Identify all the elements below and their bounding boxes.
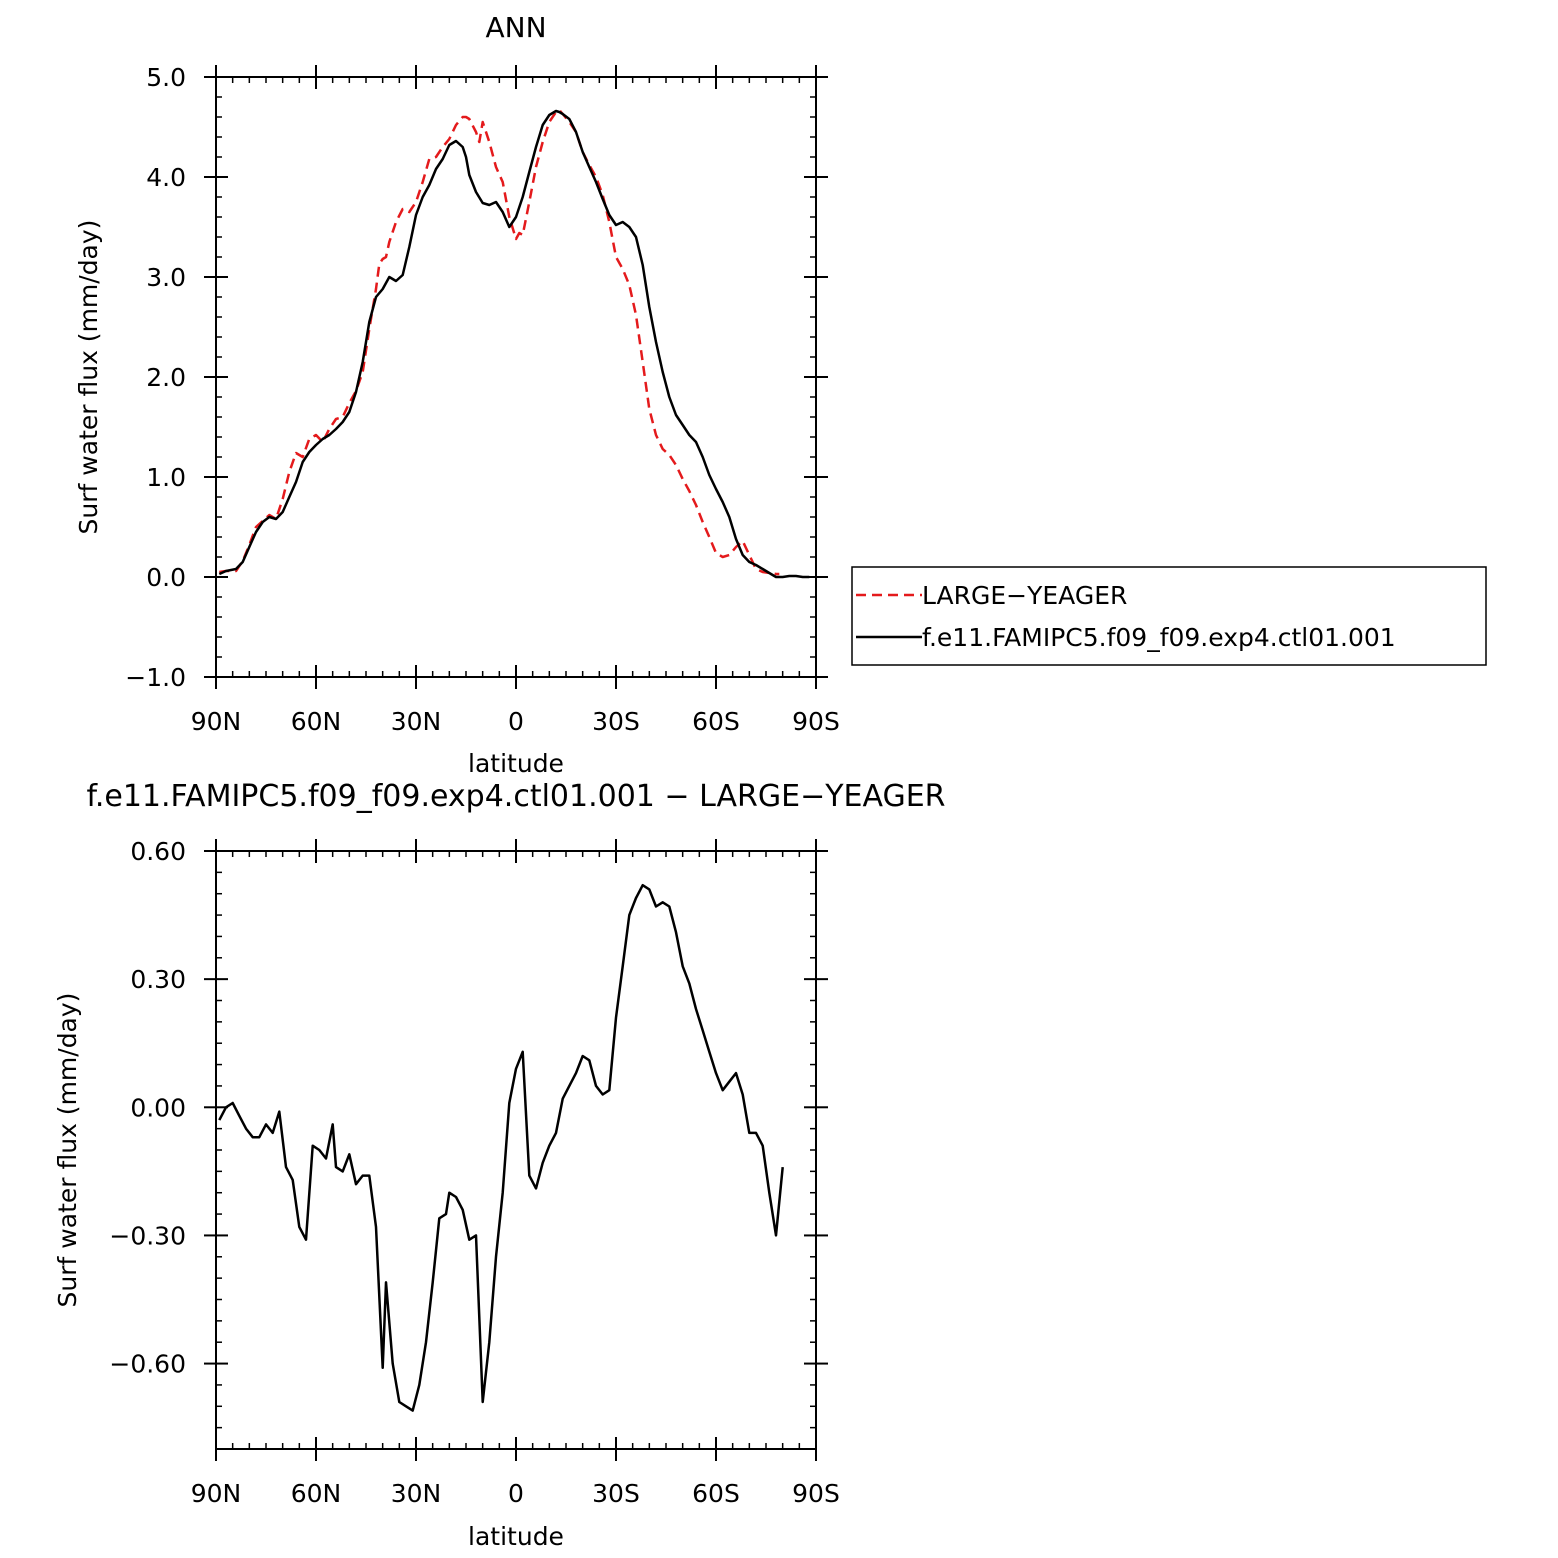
top-series-line-1 [218,109,810,579]
top-series [218,108,810,579]
bottom-ytick-label: −0.60 [109,1350,186,1379]
bottom-ytick-label: 0.30 [130,965,186,994]
legend-label-large-yeager: LARGE−YEAGER [922,581,1127,610]
top-xtick-labels: 90N 60N 30N 0 30S 60S 90S [191,707,840,736]
bottom-xtick-label: 30N [391,1479,442,1508]
bottom-title: f.e11.FAMIPC5.f09_f09.exp4.ctl01.001 − L… [86,779,945,814]
top-ylabel: Surf water flux (mm/day) [74,220,103,535]
top-ytick-labels: 5.0 4.0 3.0 2.0 1.0 0.0 −1.0 [125,63,186,692]
top-xtick-label: 30S [592,707,640,736]
bottom-panel: f.e11.FAMIPC5.f09_f09.exp4.ctl01.001 − L… [53,779,946,1551]
bottom-ytick-label: 0.60 [130,837,186,866]
top-ytick-label: −1.0 [125,663,186,692]
legend-box [851,566,1487,666]
top-xtick-label: 60S [692,707,740,736]
top-ytick-label: 5.0 [146,63,186,92]
top-panel: ANN 5.0 4.0 3.0 2.0 1.0 0.0 −1.0 90N 60N 30N 0 30S… [74,11,840,778]
legend: LARGE−YEAGER f.e11.FAMIPC5.f09_f09.exp4.… [851,566,1487,666]
bottom-xtick-label: 90N [191,1479,242,1508]
top-major-ticks [204,65,828,689]
bottom-ytick-label: −0.30 [109,1221,186,1250]
top-xtick-label: 60N [291,707,342,736]
bottom-xtick-label: 90S [792,1479,840,1508]
top-plot-frame [215,76,817,678]
bottom-xtick-label: 60N [291,1479,342,1508]
top-series-line-0 [219,108,780,576]
top-ytick-label: 4.0 [146,163,186,192]
top-xtick-label: 90N [191,707,242,736]
top-ytick-label: 1.0 [146,463,186,492]
bottom-xtick-label: 30S [592,1479,640,1508]
bottom-xtick-labels: 90N 60N 30N 0 30S 60S 90S [191,1479,840,1508]
top-minor-ticks [216,77,816,677]
bottom-ylabel: Surf water flux (mm/day) [53,993,82,1308]
top-title: ANN [485,11,546,44]
bottom-xtick-label: 0 [508,1479,524,1508]
bottom-plot-frame [215,850,817,1450]
legend-label-model: f.e11.FAMIPC5.f09_f09.exp4.ctl01.001 [922,623,1396,652]
top-xtick-label: 30N [391,707,442,736]
bottom-xlabel: latitude [468,1522,564,1551]
bottom-ytick-label: 0.00 [130,1093,186,1122]
top-ytick-label: 3.0 [146,263,186,292]
bottom-ytick-labels: 0.60 0.30 0.00 −0.30 −0.60 [109,837,186,1379]
top-xtick-label: 90S [792,707,840,736]
top-xtick-label: 0 [508,707,524,736]
top-xlabel: latitude [468,749,564,778]
bottom-minor-ticks [216,851,816,1450]
bottom-major-ticks [204,839,828,1461]
bottom-series-line-0 [218,883,784,1412]
bottom-xtick-label: 60S [692,1479,740,1508]
top-ytick-label: 2.0 [146,363,186,392]
top-ytick-label: 0.0 [146,563,186,592]
bottom-series [218,883,784,1412]
